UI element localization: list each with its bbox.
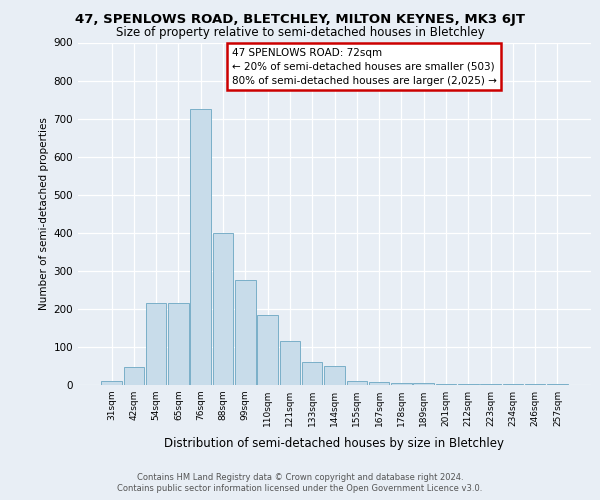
Bar [503,384,523,385]
Y-axis label: Number of semi-detached properties: Number of semi-detached properties [40,118,49,310]
Bar [391,383,412,385]
Text: 47, SPENLOWS ROAD, BLETCHLEY, MILTON KEYNES, MK3 6JT: 47, SPENLOWS ROAD, BLETCHLEY, MILTON KEY… [75,12,525,26]
Bar [347,381,367,385]
Bar [436,384,456,385]
Text: Contains HM Land Registry data © Crown copyright and database right 2024.: Contains HM Land Registry data © Crown c… [137,472,463,482]
Bar [525,384,545,385]
Text: 47 SPENLOWS ROAD: 72sqm
← 20% of semi-detached houses are smaller (503)
80% of s: 47 SPENLOWS ROAD: 72sqm ← 20% of semi-de… [232,48,497,86]
Bar [324,366,345,385]
Bar [547,384,568,385]
Bar [124,366,144,385]
X-axis label: Distribution of semi-detached houses by size in Bletchley: Distribution of semi-detached houses by … [164,438,505,450]
Bar [213,233,233,385]
Bar [369,382,389,385]
Bar [413,383,434,385]
Bar [257,314,278,385]
Bar [190,109,211,385]
Bar [168,303,189,385]
Bar [101,381,122,385]
Bar [480,384,501,385]
Bar [302,362,322,385]
Text: Size of property relative to semi-detached houses in Bletchley: Size of property relative to semi-detach… [116,26,484,39]
Bar [235,280,256,385]
Bar [280,341,300,385]
Text: Contains public sector information licensed under the Open Government Licence v3: Contains public sector information licen… [118,484,482,493]
Bar [146,303,166,385]
Bar [458,384,479,385]
